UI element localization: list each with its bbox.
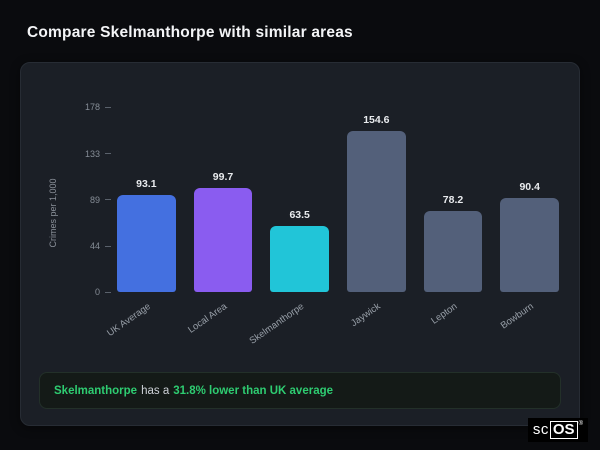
y-tick: 133 — [85, 148, 111, 160]
bar-value-label: 93.1 — [136, 178, 157, 191]
y-axis-ticks: 178 133 89 44 0 — [61, 102, 111, 297]
x-axis-label: UK Average — [104, 301, 153, 339]
chart-card: Crimes per 1,000 178 133 89 44 0 93.1 UK Aver… — [20, 62, 580, 426]
bar-column: 90.4 Bowburn — [499, 107, 560, 332]
page-title: Compare Skelmanthorpe with similar areas — [27, 24, 353, 41]
bar-bowburn[interactable] — [500, 198, 560, 292]
x-axis-label: Lepton — [429, 301, 460, 327]
y-tick: 178 — [85, 101, 111, 113]
logo-prefix: sc — [532, 420, 549, 438]
y-axis-title: Crimes per 1,000 — [48, 178, 58, 248]
bar-local-area[interactable] — [193, 188, 253, 292]
y-tick: 89 — [90, 194, 111, 206]
x-axis-label: Jaywick — [349, 301, 383, 330]
summary-area-name: Skelmanthorpe — [54, 384, 138, 397]
x-axis-label: Skelmanthorpe — [247, 301, 306, 347]
tick-mark — [105, 199, 111, 200]
scos-logo: sc OS ® — [527, 417, 588, 442]
y-tick: 44 — [90, 240, 111, 252]
logo-suffix: OS — [549, 420, 578, 439]
tick-mark — [105, 106, 111, 108]
tick-mark — [105, 153, 111, 155]
bar-skelmanthorpe[interactable] — [270, 226, 330, 292]
x-axis-label: Local Area — [186, 301, 230, 336]
summary-stat: 31.8% lower than UK average — [173, 384, 334, 397]
summary-connector: has a — [141, 384, 170, 397]
bar-value-label: 99.7 — [212, 171, 234, 184]
plot-area: 93.1 UK Average 99.7 Local Area 63.5 Skelmant… — [105, 107, 560, 347]
bar-lepton[interactable] — [423, 210, 483, 292]
bar-value-label: 90.4 — [519, 181, 540, 194]
x-axis-label: Bowburn — [498, 301, 537, 332]
bar-value-label: 154.6 — [363, 114, 390, 127]
bar-value-label: 78.2 — [442, 193, 464, 206]
tick-mark — [105, 291, 111, 293]
bar-column: 63.5 Skelmanthorpe — [247, 107, 330, 347]
bar-column: 99.7 Local Area — [186, 107, 253, 336]
bar-jaywick[interactable] — [347, 131, 406, 292]
y-tick: 0 — [95, 286, 111, 298]
bar-column: 78.2 Lepton — [423, 107, 483, 327]
bar-uk-average[interactable] — [117, 195, 176, 292]
summary-note: Skelmanthorpe has a 31.8% lower than UK … — [39, 372, 561, 409]
bar-value-label: 63.5 — [289, 209, 310, 222]
tick-mark — [105, 245, 111, 247]
bar-column: 154.6 Jaywick — [347, 107, 406, 329]
bar-column: 93.1 UK Average — [105, 107, 176, 339]
registered-mark: ® — [578, 420, 583, 427]
